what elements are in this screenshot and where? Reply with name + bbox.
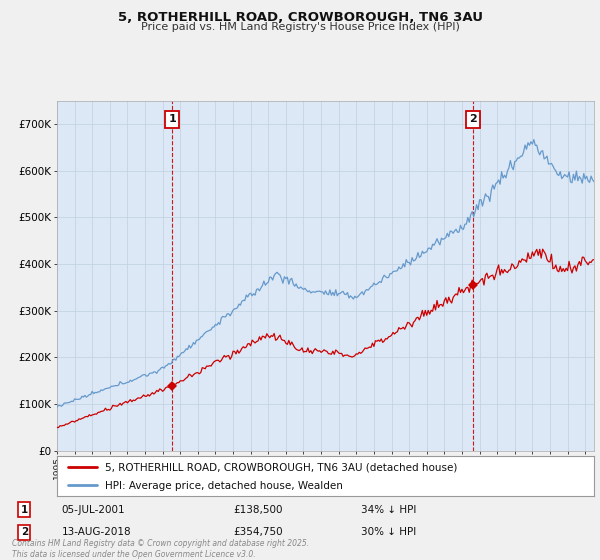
- Text: £354,750: £354,750: [233, 528, 283, 537]
- Text: 5, ROTHERHILL ROAD, CROWBOROUGH, TN6 3AU (detached house): 5, ROTHERHILL ROAD, CROWBOROUGH, TN6 3AU…: [106, 463, 458, 473]
- Text: 2: 2: [21, 528, 28, 537]
- Text: 30% ↓ HPI: 30% ↓ HPI: [361, 528, 416, 537]
- Text: HPI: Average price, detached house, Wealden: HPI: Average price, detached house, Weal…: [106, 481, 343, 491]
- Text: £138,500: £138,500: [233, 505, 283, 515]
- Text: 1: 1: [168, 114, 176, 124]
- Text: 2: 2: [469, 114, 477, 124]
- Text: Contains HM Land Registry data © Crown copyright and database right 2025.
This d: Contains HM Land Registry data © Crown c…: [12, 539, 309, 559]
- Text: 5, ROTHERHILL ROAD, CROWBOROUGH, TN6 3AU: 5, ROTHERHILL ROAD, CROWBOROUGH, TN6 3AU: [118, 11, 482, 24]
- Text: 34% ↓ HPI: 34% ↓ HPI: [361, 505, 416, 515]
- Text: 1: 1: [21, 505, 28, 515]
- Text: Price paid vs. HM Land Registry's House Price Index (HPI): Price paid vs. HM Land Registry's House …: [140, 22, 460, 32]
- Text: 13-AUG-2018: 13-AUG-2018: [61, 528, 131, 537]
- Text: 05-JUL-2001: 05-JUL-2001: [61, 505, 125, 515]
